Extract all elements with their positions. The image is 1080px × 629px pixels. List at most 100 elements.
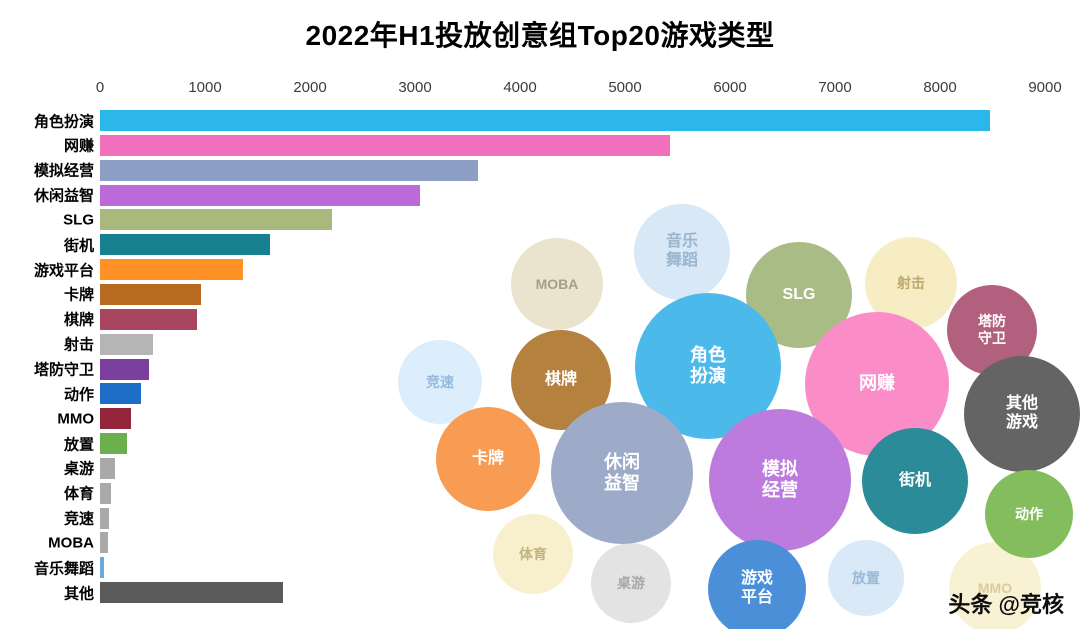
bar: [100, 358, 149, 380]
bar-row: 游戏平台: [0, 259, 1080, 281]
bar-row: 放置: [0, 433, 1080, 455]
bar: [100, 383, 141, 405]
bar-category-label: 其他: [63, 585, 94, 603]
bar-category-label: 网赚: [63, 137, 94, 155]
bar-category-label: 棋牌: [63, 311, 94, 329]
bubble-label: 休闲 益智: [604, 451, 640, 493]
bubble-label: 街机: [898, 471, 931, 489]
bar: [100, 159, 478, 181]
axis-tick-label: 3000: [398, 79, 432, 96]
axis-tick-label: 4000: [503, 79, 537, 96]
bubble: 动作: [985, 470, 1073, 558]
bar: [100, 557, 104, 579]
bar: [100, 532, 108, 554]
bar-row: 其他: [0, 582, 1080, 604]
bubble-label: 卡牌: [471, 449, 504, 467]
bar-row: 网赚: [0, 134, 1080, 156]
bubble-label: 体育: [519, 545, 547, 562]
bar: [100, 433, 128, 455]
bar-row: 音乐舞蹈: [0, 557, 1080, 579]
bubble-label: 塔防 守卫: [978, 313, 1006, 346]
axis-tick-label: 0: [95, 79, 105, 96]
bar-row: 休闲益智: [0, 184, 1080, 206]
bar: [100, 259, 243, 281]
bubble-label: 角色 扮演: [690, 344, 726, 386]
bubble-label: MOBA: [535, 275, 579, 292]
bar-category-label: 模拟经营: [33, 162, 94, 180]
bubble: 街机: [862, 428, 968, 534]
bubble: 模拟 经营: [709, 409, 851, 551]
bar-row: MOBA: [0, 532, 1080, 554]
bubble: MOBA: [511, 238, 603, 330]
bubble-label: 棋牌: [544, 370, 577, 388]
bar-row: 角色扮演: [0, 110, 1080, 131]
bar-row: 体育: [0, 482, 1080, 504]
bar-row: 棋牌: [0, 308, 1080, 330]
axis-tick-label: 1000: [188, 79, 222, 96]
bar-category-label: SLG: [63, 211, 94, 229]
bar-row: 桌游: [0, 457, 1080, 479]
bubble-label: 放置: [852, 569, 880, 586]
bubble: MMO: [949, 542, 1041, 629]
bar: [100, 283, 201, 305]
chart-title: 2022年H1投放创意组Top20游戏类型: [305, 20, 775, 51]
bar-category-label: 动作: [63, 386, 94, 404]
bubble: 休闲 益智: [551, 402, 693, 544]
bubble-label: 游戏 平台: [740, 570, 773, 606]
bar-category-label: MMO: [57, 410, 94, 428]
bar-category-label: 塔防守卫: [33, 361, 94, 379]
bar-row: MMO: [0, 408, 1080, 430]
axis-tick-label: 6000: [713, 79, 747, 96]
bar-row: SLG: [0, 209, 1080, 231]
bubble: 其他 游戏: [964, 356, 1080, 472]
bar-category-label: 竞速: [63, 510, 94, 528]
axis-tick-label: 8000: [923, 79, 957, 96]
bubble-label: 射击: [897, 274, 925, 291]
bar-row: 动作: [0, 383, 1080, 405]
bar-row: 塔防守卫: [0, 358, 1080, 380]
bar: [100, 110, 991, 131]
bubble: 放置: [828, 540, 904, 616]
bar: [100, 184, 421, 206]
bubble-label: 其他 游戏: [1005, 395, 1038, 431]
bar: [100, 482, 112, 504]
bubble: 音乐 舞蹈: [634, 204, 730, 300]
bar-row: 模拟经营: [0, 159, 1080, 181]
watermark: 头条 @竞核: [948, 592, 1064, 617]
bubble: 桌游: [591, 543, 671, 623]
bubble: 卡牌: [436, 407, 540, 511]
bubble: 游戏 平台: [708, 540, 806, 629]
bar-row: 竞速: [0, 507, 1080, 529]
bar: [100, 134, 671, 156]
bar-category-label: 卡牌: [63, 286, 94, 304]
bubble-label: 音乐 舞蹈: [665, 233, 698, 269]
bar: [100, 582, 283, 604]
axis-tick-label: 9000: [1028, 79, 1062, 96]
axis-tick-label: 7000: [818, 79, 852, 96]
bubble-label: 桌游: [617, 574, 645, 591]
bar-category-label: 射击: [63, 336, 94, 354]
bar: [100, 333, 154, 355]
bubble-label: 模拟 经营: [762, 458, 798, 500]
bar: [100, 308, 198, 330]
bar-row: 街机: [0, 234, 1080, 256]
axis-tick-label: 5000: [608, 79, 642, 96]
bubble-label: MMO: [977, 579, 1013, 596]
bar-category-label: 休闲益智: [33, 187, 94, 205]
bar-category-label: 游戏平台: [33, 262, 94, 280]
bar: [100, 234, 271, 256]
bubble-label: 竞速: [426, 373, 454, 390]
bubble-label: 网赚: [859, 373, 895, 394]
bubble-label: SLG: [782, 285, 816, 303]
bar-category-label: 放置: [63, 436, 94, 454]
bar-category-label: 角色扮演: [33, 113, 94, 130]
bar-category-label: 体育: [63, 485, 94, 503]
bar-category-label: MOBA: [48, 534, 94, 552]
bar-row: 卡牌: [0, 283, 1080, 305]
bar-row: 射击: [0, 333, 1080, 355]
bar: [100, 457, 116, 479]
